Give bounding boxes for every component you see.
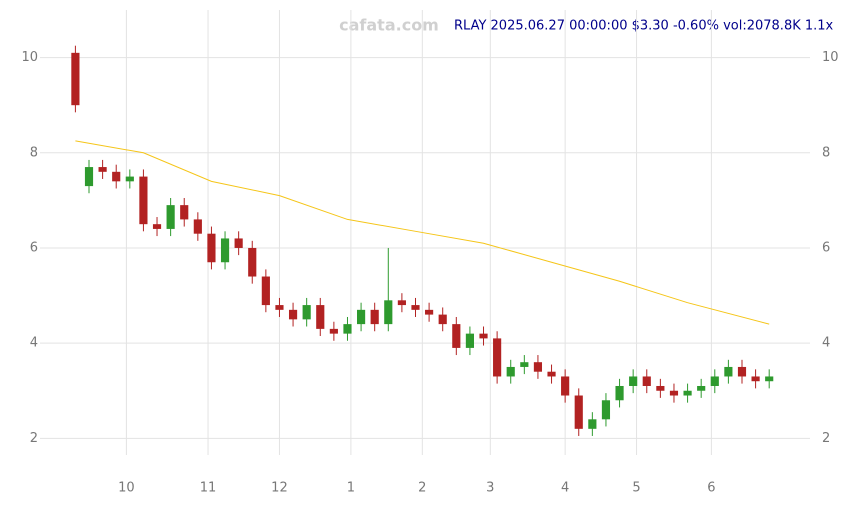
- candle-body: [152, 224, 162, 229]
- candle-body: [479, 333, 488, 339]
- y-tick-label-right: 4: [822, 336, 830, 351]
- candle-body: [588, 419, 597, 429]
- candle-body: [275, 305, 284, 310]
- candle-body: [220, 238, 230, 263]
- candle-body: [84, 167, 94, 187]
- candle-body: [112, 171, 121, 182]
- candle-body: [533, 362, 543, 372]
- x-tick-label: 6: [707, 481, 715, 496]
- y-tick-label-right: 10: [822, 50, 839, 65]
- x-tick-label: 1: [347, 481, 355, 496]
- candle-body: [493, 338, 502, 377]
- candle-body: [288, 309, 298, 320]
- candle-body: [411, 305, 420, 310]
- candle-body: [357, 309, 366, 325]
- y-tick-label: 6: [30, 240, 38, 255]
- candle-body: [343, 324, 352, 334]
- y-tick-label: 10: [21, 50, 38, 65]
- candle-body: [561, 376, 570, 396]
- candle-body: [574, 395, 583, 429]
- candle-body: [316, 305, 325, 329]
- x-tick-label: 3: [486, 481, 494, 496]
- x-tick-label: 4: [561, 481, 569, 496]
- candle-body: [425, 309, 434, 315]
- candle-body: [642, 376, 651, 386]
- watermark: cafata.com: [339, 16, 439, 35]
- candle-body: [384, 300, 393, 325]
- y-tick-label: 8: [30, 145, 38, 160]
- y-tick-label-right: 8: [822, 145, 830, 160]
- candle-body: [710, 376, 719, 386]
- candle-body: [506, 366, 515, 377]
- x-tick-label: 10: [118, 481, 135, 496]
- candle-body: [697, 385, 706, 391]
- candle-body: [71, 52, 80, 106]
- x-tick-label: 12: [271, 481, 288, 496]
- y-tick-label: 2: [30, 431, 38, 446]
- candle-body: [547, 371, 556, 377]
- candle-body: [98, 167, 107, 172]
- x-tick-label: 5: [632, 481, 640, 496]
- candle-body: [193, 219, 202, 234]
- candle-body: [261, 276, 270, 306]
- candle-body: [302, 305, 311, 320]
- candle-body: [724, 366, 733, 377]
- candle-body: [465, 333, 474, 348]
- candle-body: [397, 300, 406, 306]
- candle-body: [180, 205, 189, 220]
- candle-body: [629, 376, 638, 386]
- candle-body: [438, 314, 447, 325]
- candle-body: [520, 362, 529, 367]
- candle-body: [329, 328, 338, 334]
- candle-body: [125, 176, 134, 182]
- candle-body: [370, 309, 379, 325]
- candle-body: [765, 376, 774, 382]
- moving-average-line: [75, 140, 770, 325]
- x-tick-label: 11: [200, 481, 217, 496]
- candle-body: [452, 324, 461, 348]
- candle-body: [207, 233, 216, 263]
- candle-body: [234, 238, 243, 248]
- y-tick-label: 4: [30, 336, 38, 351]
- candle-body: [683, 390, 692, 396]
- chart-title: RLAY 2025.06.27 00:00:00 $3.30 -0.60% vo…: [454, 19, 834, 34]
- y-tick-label-right: 6: [822, 240, 830, 255]
- candle-body: [751, 376, 760, 382]
- y-tick-label-right: 2: [822, 431, 830, 446]
- candle-body: [601, 400, 611, 420]
- candle-body: [139, 176, 148, 225]
- candle-body: [166, 205, 175, 229]
- candle-body: [248, 247, 257, 277]
- candle-body: [656, 385, 665, 391]
- x-tick-label: 2: [418, 481, 426, 496]
- candle-body: [737, 366, 747, 377]
- candle-body: [669, 390, 679, 396]
- candle-body: [615, 385, 624, 401]
